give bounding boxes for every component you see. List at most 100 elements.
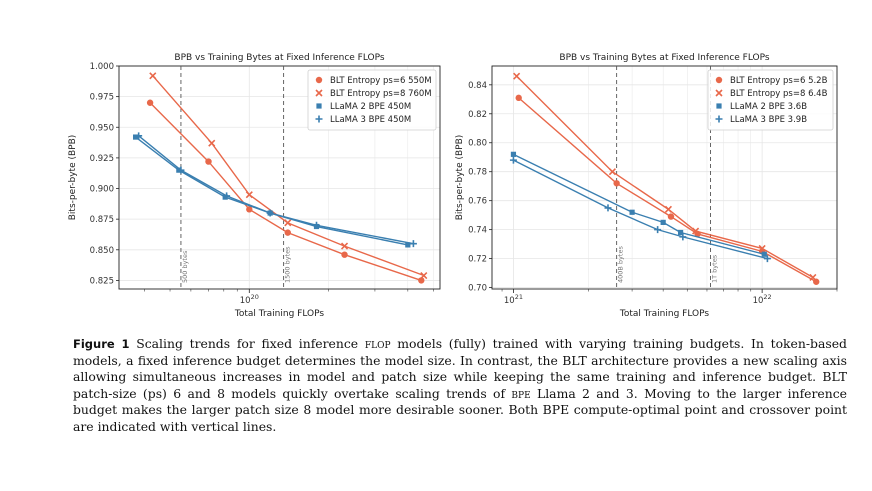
legend-label: BLT Entropy ps=6 550M xyxy=(330,76,432,86)
data-point xyxy=(510,151,517,157)
legend-label: BLT Entropy ps=8 760M xyxy=(330,89,432,99)
y-tick-label: 0.74 xyxy=(468,226,487,236)
data-point xyxy=(177,166,185,174)
y-tick-label: 0.76 xyxy=(468,197,487,207)
caption-part: Scaling trends for fixed inference xyxy=(136,336,365,351)
caption-part: flop xyxy=(364,336,391,351)
data-point xyxy=(763,255,771,263)
data-point xyxy=(246,206,253,213)
y-tick-label: 1.000 xyxy=(90,62,114,72)
caption-text: Scaling trends for fixed inference flop … xyxy=(73,336,847,434)
data-point xyxy=(513,72,521,80)
legend-label: LLaMA 3 BPE 3.9B xyxy=(730,115,807,125)
y-tick-label: 0.875 xyxy=(90,215,114,225)
figure-caption: Figure 1 Scaling trends for fixed infere… xyxy=(73,336,847,436)
data-point xyxy=(149,72,157,80)
y-tick-label: 0.850 xyxy=(90,246,114,256)
data-point xyxy=(266,209,274,217)
chart-right-svg: 0.84 0.82 0.80 0.78 0.76 0.74 0.72 0.70 1021 1022… xyxy=(455,53,838,319)
legend-label: LLaMA 2 BPE 3.6B xyxy=(730,102,807,112)
data-point xyxy=(313,221,321,229)
legend-label: BLT Entropy ps=8 6.4B xyxy=(730,89,828,99)
chart-title: BPB vs Training Bytes at Fixed Inference… xyxy=(174,53,384,63)
legend-label: LLaMA 2 BPE 450M xyxy=(330,102,411,112)
legend-label: LLaMA 3 BPE 450M xyxy=(330,115,411,125)
legend-marker xyxy=(716,103,722,109)
data-point xyxy=(284,219,292,227)
y-tick-label: 0.70 xyxy=(468,284,487,294)
series-line xyxy=(138,135,414,245)
y-axis-label: Bits-per-byte (BPB) xyxy=(455,135,465,221)
y-tick-label: 0.80 xyxy=(468,139,487,149)
data-point xyxy=(613,180,620,187)
data-point xyxy=(679,233,687,241)
legend-marker xyxy=(715,115,723,123)
data-point xyxy=(420,271,428,280)
legend-marker xyxy=(316,103,322,109)
x-tick-label: 1020 xyxy=(240,293,259,306)
legend-marker xyxy=(715,89,723,97)
caption-part: Llama 2 and 3. Moving to the larger infe… xyxy=(73,385,847,434)
vertical-line-label: 1500 bytes xyxy=(284,246,292,283)
x-tick-label: 1022 xyxy=(753,293,772,306)
series-line xyxy=(152,75,425,277)
data-point xyxy=(761,251,767,257)
data-point xyxy=(146,99,154,106)
data-point xyxy=(409,240,417,248)
chart-left: 1.000 0.975 0.950 0.925 0.900 0.875 0.850 0.825… xyxy=(62,44,457,326)
data-point xyxy=(223,192,231,200)
data-point xyxy=(205,158,212,165)
data-point xyxy=(509,156,517,164)
y-tick-label: 0.78 xyxy=(468,168,487,178)
y-tick-label: 0.84 xyxy=(468,81,487,91)
data-point xyxy=(245,191,253,199)
legend-box xyxy=(307,69,437,131)
data-point xyxy=(208,139,216,147)
series-line xyxy=(135,136,408,246)
series-line xyxy=(516,75,814,279)
data-point xyxy=(608,168,616,176)
chart-right: 0.84 0.82 0.80 0.78 0.76 0.74 0.72 0.70 1021 1022… xyxy=(452,44,857,326)
x-tick-label: 1021 xyxy=(504,293,523,306)
y-tick-label: 0.82 xyxy=(468,110,487,120)
data-point xyxy=(222,194,228,200)
figure-label: Figure 1 xyxy=(73,337,130,351)
data-point xyxy=(660,219,666,225)
data-point xyxy=(284,229,291,236)
x-axis-label: Total Training FLOPs xyxy=(619,309,709,319)
data-point xyxy=(418,277,425,284)
y-tick-label: 0.925 xyxy=(90,154,114,164)
data-point xyxy=(135,132,143,140)
vertical-line-label: 400B bytes xyxy=(617,246,625,283)
y-tick-label: 0.975 xyxy=(90,93,114,103)
data-point xyxy=(809,273,817,281)
data-point xyxy=(133,134,139,140)
data-point xyxy=(604,204,612,212)
legend-label: BLT Entropy ps=6 5.2B xyxy=(730,76,828,86)
legend-marker xyxy=(315,89,323,97)
data-point xyxy=(692,227,700,235)
data-point xyxy=(405,242,411,248)
data-point xyxy=(664,205,673,213)
legend-marker xyxy=(315,115,323,123)
y-tick-label: 0.825 xyxy=(90,276,114,286)
legend-marker xyxy=(315,76,323,84)
data-point xyxy=(629,209,635,215)
data-point xyxy=(515,94,522,102)
plot-frame xyxy=(118,65,441,290)
vertical-line-label: 1T bytes xyxy=(711,254,719,283)
data-point xyxy=(667,213,675,220)
data-point xyxy=(654,226,662,234)
y-tick-label: 0.900 xyxy=(90,185,114,195)
series-line xyxy=(518,97,817,283)
y-tick-label: 0.72 xyxy=(468,255,487,265)
series-line xyxy=(149,102,422,282)
caption-part: bpe xyxy=(511,385,531,401)
y-axis-label: Bits-per-byte (BPB) xyxy=(68,135,78,221)
data-point xyxy=(340,242,349,250)
legend-marker xyxy=(715,76,723,84)
legend-box xyxy=(707,69,834,131)
data-point xyxy=(677,229,684,236)
plot-frame xyxy=(491,65,838,290)
chart-title: BPB vs Training Bytes at Fixed Inference… xyxy=(559,53,769,63)
